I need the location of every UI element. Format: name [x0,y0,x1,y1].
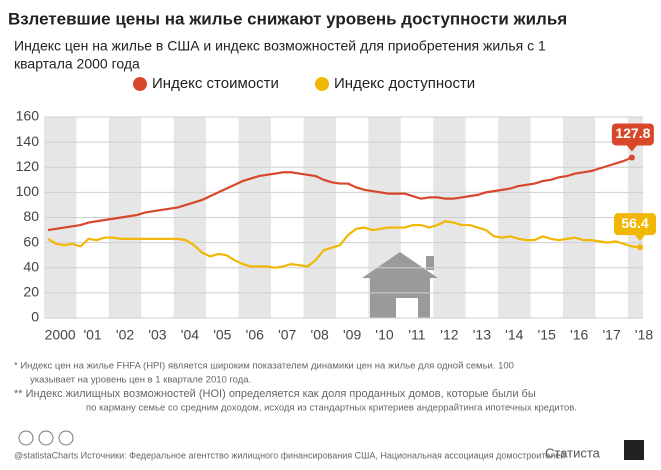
x-tick-label: '06 [246,327,264,343]
legend-label: Индекс доступности [334,75,475,92]
x-tick-label: '15 [538,327,556,343]
series-line [47,156,633,232]
value-label: 127.8 [615,125,650,141]
x-tick-label: '07 [278,327,296,343]
house-icon [362,252,438,318]
x-tick-label: 2000 [45,327,76,343]
cc-icon [18,430,34,446]
y-tick-label: 140 [16,133,40,149]
series-line [47,220,641,269]
x-tick-label: '13 [473,327,491,343]
x-tick-label: '14 [505,327,523,343]
y-tick-label: 80 [23,208,39,224]
y-tick-label: 20 [23,284,39,300]
footnote: указывает на уровень цен в 1 квартале 20… [30,375,251,386]
end-point [628,154,635,161]
brand: Статиста [545,445,601,460]
brand-logo [624,440,644,460]
legend-swatch [133,77,147,91]
chart-subtitle: Индекс цен на жилье в США и индекс возмо… [14,38,546,54]
x-tick-label: '16 [570,327,588,343]
x-tick-label: '02 [116,327,134,343]
x-tick-label: '18 [635,327,653,343]
y-tick-label: 0 [31,309,39,325]
footnote: по карману семье со средним доходом, исх… [86,403,577,414]
y-tick-label: 160 [16,108,40,124]
value-label: 56.4 [621,215,648,231]
x-tick-label: '03 [148,327,166,343]
y-tick-label: 60 [23,233,39,249]
end-point [637,244,643,251]
x-tick-label: '11 [408,327,425,343]
x-tick-label: '01 [83,327,101,343]
source: @statistaCharts Источники: Федеральное а… [14,450,565,460]
callout-box [614,213,656,236]
x-tick-label: '10 [375,327,393,343]
x-tick-label: '09 [343,327,361,343]
chart-title: Взлетевшие цены на жилье снижают уровень… [8,9,567,28]
chart-subtitle: квартала 2000 года [14,56,140,72]
legend-swatch [315,77,329,91]
footnote: * Индекс цен на жилье FHFA (HPI) являетс… [14,361,514,372]
legend-label: Индекс стоимости [152,75,279,92]
footnote: ** Индекс жилищных возможностей (HOI) оп… [14,388,536,400]
cc-icon [58,430,74,446]
callout-box [611,123,654,146]
x-tick-label: '08 [311,327,329,343]
x-tick-label: '05 [213,327,231,343]
x-tick-label: '17 [602,327,620,343]
y-tick-label: 120 [16,158,40,174]
y-tick-label: 40 [23,258,39,274]
y-tick-label: 100 [16,183,40,199]
callout-pointer [626,145,637,152]
x-tick-label: '04 [181,327,199,343]
callout-pointer [635,235,645,242]
cc-icon [38,430,54,446]
x-tick-label: '12 [440,327,458,343]
